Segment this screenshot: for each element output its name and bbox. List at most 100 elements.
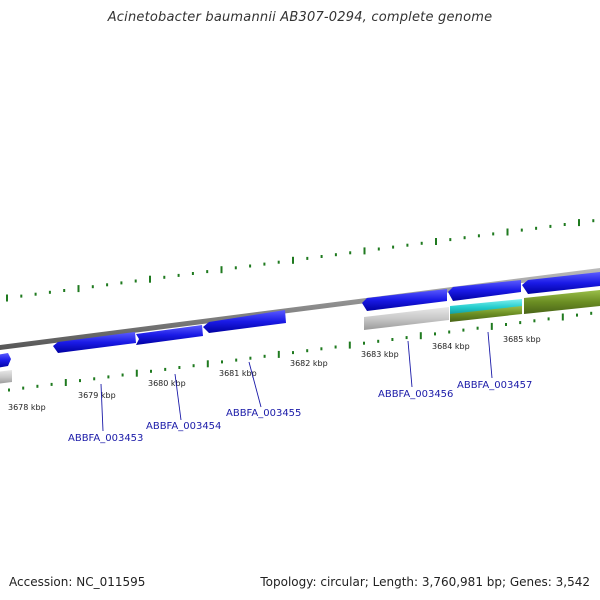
minor-tick	[50, 382, 53, 386]
major-tick	[490, 322, 493, 330]
major-tick	[435, 238, 437, 245]
minor-tick	[106, 283, 109, 287]
minor-tick	[505, 323, 507, 326]
minor-tick	[420, 241, 423, 245]
minor-tick	[533, 319, 536, 323]
minor-tick	[234, 266, 237, 270]
minor-tick	[377, 339, 380, 343]
gene-label-abbfa-003455[interactable]: ABBFA_003455	[226, 408, 301, 419]
minor-tick	[547, 317, 550, 321]
minor-tick	[576, 313, 578, 317]
minor-tick	[177, 273, 180, 277]
minor-tick	[563, 223, 566, 226]
upper-tick-row	[6, 219, 595, 302]
minor-tick	[221, 360, 223, 364]
kbp-label: 3682 kbp	[290, 359, 328, 368]
gene-leader-lines	[100, 331, 493, 432]
gene-bar-gray[interactable]	[0, 370, 12, 384]
major-tick	[363, 247, 366, 255]
kbp-labels: 3678 kbp 3679 kbp 3680 kbp 3681 kbp 3682…	[8, 335, 541, 412]
minor-tick	[93, 377, 96, 381]
minor-tick	[377, 247, 380, 251]
minor-tick	[235, 358, 238, 362]
minor-tick	[520, 228, 523, 232]
minor-tick	[463, 236, 466, 240]
gene-arrow-abbfa-003453[interactable]	[53, 332, 136, 353]
minor-tick	[535, 226, 538, 230]
minor-tick	[549, 224, 552, 228]
minor-tick	[36, 384, 39, 388]
minor-tick	[448, 330, 451, 334]
kbp-label: 3685 kbp	[503, 335, 541, 344]
minor-tick	[334, 253, 337, 257]
gene-arrow[interactable]	[0, 353, 11, 368]
major-tick	[206, 360, 209, 368]
minor-tick	[79, 379, 81, 383]
kbp-label: 3678 kbp	[8, 403, 46, 412]
lower-tick-row	[8, 311, 593, 392]
kbp-label: 3680 kbp	[148, 379, 186, 388]
gene-bar-olive[interactable]	[524, 290, 600, 314]
gene-features	[0, 272, 600, 384]
gene-arrow-abbfa-003454[interactable]	[136, 325, 203, 345]
minor-tick	[249, 264, 252, 268]
major-tick	[419, 332, 422, 340]
minor-tick	[363, 341, 365, 345]
minor-tick	[34, 292, 37, 296]
minor-tick	[120, 281, 123, 285]
minor-tick	[192, 364, 195, 368]
major-tick	[348, 341, 351, 349]
gene-bar-olive[interactable]	[450, 306, 522, 322]
minor-tick	[249, 356, 252, 360]
minor-tick	[477, 234, 480, 238]
major-tick	[220, 266, 223, 274]
major-tick	[149, 275, 151, 283]
gene-label-abbfa-003454[interactable]: ABBFA_003454	[146, 421, 221, 432]
major-tick	[135, 369, 138, 377]
gene-label-abbfa-003456[interactable]: ABBFA_003456	[378, 389, 453, 400]
minor-tick	[277, 260, 280, 264]
major-tick	[64, 379, 67, 386]
major-tick	[77, 285, 80, 293]
gene-arrow-abbfa-003456[interactable]	[362, 289, 447, 311]
major-tick	[561, 313, 564, 321]
minor-tick	[150, 369, 152, 373]
minor-tick	[178, 366, 181, 369]
minor-tick	[48, 290, 51, 294]
minor-tick	[63, 289, 66, 292]
gene-label-abbfa-003457[interactable]: ABBFA_003457	[457, 380, 532, 391]
accession-text: Accession: NC_011595	[9, 575, 146, 589]
minor-tick	[391, 338, 394, 341]
genome-backbone	[0, 268, 600, 350]
minor-tick	[392, 245, 395, 249]
kbp-label: 3681 kbp	[219, 369, 257, 378]
major-tick	[277, 350, 280, 358]
minor-tick	[164, 367, 167, 371]
major-tick	[506, 228, 509, 236]
minor-tick	[163, 275, 166, 279]
topology-text: Topology: circular; Length: 3,760,981 bp…	[260, 575, 590, 589]
minor-tick	[405, 336, 408, 340]
gene-label-abbfa-003453[interactable]: ABBFA_003453	[68, 433, 143, 444]
minor-tick	[492, 232, 495, 236]
minor-tick	[592, 219, 595, 223]
minor-tick	[462, 328, 465, 332]
minor-tick	[306, 256, 309, 260]
minor-tick	[91, 285, 94, 289]
minor-tick	[519, 321, 522, 325]
gene-arrow-abbfa-003457[interactable]	[448, 280, 521, 301]
gene-bar-gray[interactable]	[364, 307, 449, 330]
gene-bar-cyan[interactable]	[450, 299, 522, 316]
minor-tick	[263, 262, 266, 266]
map-title: Acinetobacter baumannii AB307-0294, comp…	[107, 10, 493, 25]
minor-tick	[292, 351, 294, 355]
minor-tick	[349, 251, 352, 255]
gene-arrow[interactable]	[522, 272, 600, 294]
gene-arrow-abbfa-003455[interactable]	[203, 310, 286, 333]
minor-tick	[306, 349, 309, 353]
minor-tick	[22, 386, 25, 390]
minor-tick	[191, 272, 194, 275]
minor-tick	[476, 326, 479, 330]
kbp-label: 3679 kbp	[78, 391, 116, 400]
